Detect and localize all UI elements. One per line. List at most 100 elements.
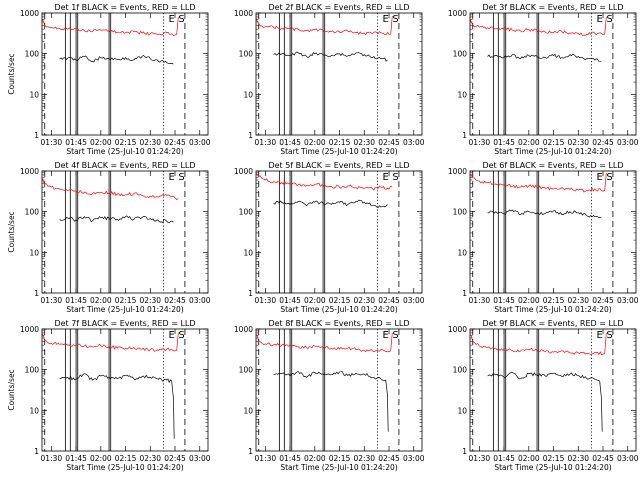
- x-tick-label: 02:00: [518, 138, 540, 147]
- x-tick-label: 02:45: [164, 138, 186, 147]
- annotation-label: S: [178, 330, 184, 341]
- x-tick-label: 02:00: [90, 296, 112, 305]
- x-tick-label: 02:15: [543, 296, 565, 305]
- y-tick-label: 100: [239, 208, 254, 217]
- x-axis-label: Start Time (25-Jul-10 01:24:20): [66, 463, 183, 472]
- x-tick-label: 01:30: [41, 296, 63, 305]
- y-tick-label: 10: [243, 248, 253, 257]
- lld-series-line: [255, 172, 393, 191]
- detector-panel-1: Det 1f BLACK = Events, RED = LLD 1 10 100 10…: [7, 3, 211, 156]
- x-tick-label: 01:30: [255, 454, 277, 463]
- x-tick-label: 03:00: [403, 296, 425, 305]
- x-tick-label: 02:15: [115, 138, 137, 147]
- y-tick-label: 1: [462, 131, 467, 140]
- x-tick-label: 02:30: [353, 138, 375, 147]
- x-axis-label: Start Time (25-Jul-10 01:24:20): [494, 147, 611, 156]
- x-tick-label: 01:30: [469, 138, 491, 147]
- x-tick-label: 02:15: [115, 454, 137, 463]
- x-tick-label: 03:00: [617, 454, 639, 463]
- events-series-line: [487, 53, 602, 62]
- y-tick-label: 1000: [20, 167, 39, 176]
- y-tick-label: 1: [248, 447, 253, 456]
- x-axis-label: Start Time (25-Jul-10 01:24:20): [494, 305, 611, 314]
- panel-title: Det 8f BLACK = Events, RED = LLD: [268, 319, 409, 328]
- panel-title: Det 9f BLACK = Events, RED = LLD: [482, 319, 623, 328]
- panel-title: Det 2f BLACK = Events, RED = LLD: [268, 3, 409, 12]
- plot-frame: [41, 12, 209, 136]
- events-series-line: [59, 215, 174, 224]
- annotation-label: E: [383, 172, 389, 183]
- x-tick-label: 02:15: [329, 296, 351, 305]
- annotation-label: S: [606, 172, 612, 183]
- x-tick-label: 02:30: [353, 296, 375, 305]
- y-tick-label: 1000: [234, 325, 253, 334]
- y-tick-label: 100: [239, 50, 254, 59]
- y-tick-label: 10: [29, 248, 39, 257]
- y-tick-label: 10: [29, 406, 39, 415]
- x-tick-label: 01:45: [493, 454, 515, 463]
- annotation-label: S: [392, 14, 398, 25]
- annotation-label: S: [606, 330, 612, 341]
- panel-title: Det 5f BLACK = Events, RED = LLD: [268, 161, 409, 170]
- y-tick-label: 1: [34, 447, 39, 456]
- x-tick-label: 02:15: [329, 454, 351, 463]
- x-tick-label: 02:30: [139, 138, 161, 147]
- x-axis-label: Start Time (25-Jul-10 01:24:20): [66, 147, 183, 156]
- x-tick-label: 01:30: [255, 296, 277, 305]
- panel-title: Det 4f BLACK = Events, RED = LLD: [54, 161, 195, 170]
- plot-frame: [469, 170, 637, 294]
- x-axis-label: Start Time (25-Jul-10 01:24:20): [280, 305, 397, 314]
- y-tick-label: 1000: [448, 167, 467, 176]
- annotation-label: E: [383, 14, 389, 25]
- plot-frame: [469, 12, 637, 136]
- x-tick-label: 02:15: [543, 138, 565, 147]
- annotation-label: E: [169, 14, 175, 25]
- y-tick-label: 100: [239, 366, 254, 375]
- events-series-line: [273, 199, 388, 209]
- detector-panel-6: Det 6f BLACK = Events, RED = LLD 1 10 100 10…: [448, 161, 639, 314]
- y-tick-label: 1000: [20, 325, 39, 334]
- x-tick-label: 01:45: [65, 296, 87, 305]
- x-tick-label: 02:15: [329, 138, 351, 147]
- x-tick-label: 02:00: [304, 296, 326, 305]
- annotation-label: S: [392, 330, 398, 341]
- annotation-label: S: [392, 172, 398, 183]
- panel-title: Det 7f BLACK = Events, RED = LLD: [54, 319, 195, 328]
- y-tick-label: 1: [462, 447, 467, 456]
- x-tick-label: 02:30: [139, 296, 161, 305]
- lld-series-line: [41, 16, 179, 37]
- annotation-label: E: [383, 330, 389, 341]
- x-tick-label: 03:00: [403, 454, 425, 463]
- y-tick-label: 1: [248, 131, 253, 140]
- x-axis-label: Start Time (25-Jul-10 01:24:20): [66, 305, 183, 314]
- x-tick-label: 02:30: [139, 454, 161, 463]
- lld-series-line: [469, 172, 607, 193]
- y-tick-label: 1000: [234, 167, 253, 176]
- x-tick-label: 02:00: [304, 454, 326, 463]
- x-tick-label: 01:45: [279, 454, 301, 463]
- x-tick-label: 02:45: [592, 138, 614, 147]
- events-series-line: [59, 373, 175, 439]
- y-tick-label: 10: [243, 406, 253, 415]
- detector-panel-5: Det 5f BLACK = Events, RED = LLD 1 10 100 10…: [234, 161, 425, 314]
- lld-series-line: [255, 332, 393, 353]
- x-tick-label: 02:45: [164, 454, 186, 463]
- detector-panel-8: Det 8f BLACK = Events, RED = LLD 1 10 100 10…: [234, 319, 425, 472]
- y-tick-label: 1000: [20, 9, 39, 18]
- x-tick-label: 01:30: [469, 296, 491, 305]
- x-tick-label: 03:00: [189, 454, 211, 463]
- x-tick-label: 01:30: [41, 138, 63, 147]
- plot-frame: [255, 12, 423, 136]
- panel-title: Det 1f BLACK = Events, RED = LLD: [54, 3, 195, 12]
- x-tick-label: 02:45: [378, 138, 400, 147]
- y-tick-label: 1000: [234, 9, 253, 18]
- x-tick-label: 01:45: [65, 138, 87, 147]
- x-tick-label: 01:30: [41, 454, 63, 463]
- y-tick-label: 10: [457, 90, 467, 99]
- x-tick-label: 03:00: [403, 138, 425, 147]
- lld-series-line: [469, 16, 607, 36]
- x-tick-label: 02:30: [567, 296, 589, 305]
- x-tick-label: 02:00: [90, 454, 112, 463]
- y-tick-label: 1000: [448, 325, 467, 334]
- y-tick-label: 100: [453, 208, 468, 217]
